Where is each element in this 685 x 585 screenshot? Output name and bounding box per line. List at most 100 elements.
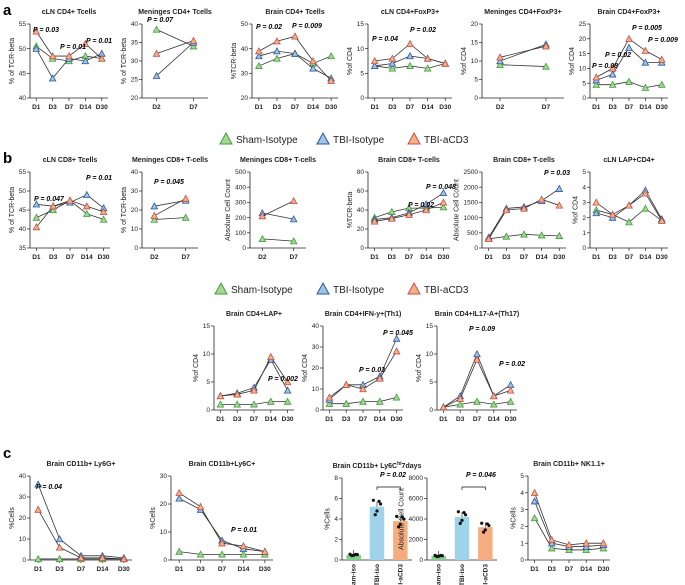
x-tick-label: D7	[77, 566, 86, 573]
y-tick-label: 0	[520, 557, 524, 564]
p-value-annotation: P = 0.009	[292, 23, 322, 30]
y-tick-label: 30	[160, 473, 168, 480]
data-point-sham	[196, 550, 205, 558]
x-tick-label: D7	[218, 566, 227, 573]
y-tick-label: 10	[426, 351, 434, 358]
x-tick-label: D3	[502, 254, 511, 261]
x-tick-label: D7	[66, 254, 75, 261]
chart-b4: Brain CD8+ T-cells 0 20 40 60 80 %TCR-beta D1 D3…	[347, 157, 456, 261]
series-line-acd3	[262, 200, 294, 217]
data-point-acd3	[218, 539, 226, 547]
data-point-iso	[608, 70, 617, 78]
data-point-sham	[49, 205, 58, 214]
data-point-sham	[555, 231, 564, 239]
data-point-acd3	[266, 352, 275, 360]
legend-marker-sham	[219, 131, 233, 145]
data-point-acd3	[530, 488, 539, 496]
data-point-sham	[406, 61, 414, 70]
chart-title: Meninges CD8+ T-cells	[132, 157, 208, 164]
replicate-dot	[435, 554, 439, 559]
y-tick-label: 60	[357, 188, 365, 195]
p-value-annotation: P = 0.02	[499, 361, 525, 368]
p-value-annotation: P = 0.047	[34, 196, 65, 203]
data-point-iso	[34, 480, 43, 488]
replicate-dot	[398, 522, 402, 526]
x-tick-label: D14	[237, 566, 249, 573]
data-point-acd3	[439, 198, 448, 206]
data-point-sham	[82, 209, 91, 217]
series-line-acd3	[156, 40, 194, 54]
y-axis-label: %of CD4	[416, 354, 423, 382]
y-axis-label: %of CD4	[347, 47, 354, 75]
chart-b6: cLN LAP+CD4+ 0 1 2 3 4 5 %of CD4 D1 D3 D7 D14 D30	[572, 157, 668, 261]
y-tick-label: 10	[471, 58, 479, 65]
p-value-annotation: P = 0.02	[256, 24, 282, 31]
p-value-annotation: P = 0.01	[86, 38, 112, 45]
y-tick-label: 10	[312, 386, 320, 393]
p-value-annotation: P = 0.045	[383, 330, 413, 337]
replicate-dot	[483, 528, 487, 532]
y-tick-label: 40	[312, 323, 320, 330]
data-point-sham	[502, 232, 511, 240]
data-point-acd3	[289, 196, 298, 204]
data-point-acd3	[608, 64, 617, 72]
data-point-acd3	[98, 553, 107, 562]
y-tick-label: 200	[235, 215, 246, 222]
data-point-acd3	[359, 384, 367, 393]
x-tick-label: D1	[175, 566, 184, 573]
data-point-acd3	[370, 56, 379, 65]
data-point-acd3	[370, 217, 379, 225]
data-point-iso	[496, 56, 504, 65]
y-tick-label: 6000	[409, 496, 424, 503]
chart-b3: Meninges CD8+ T-cells 0 100 200 300 400 500Abs…	[225, 157, 316, 261]
x-tick-label: D3	[48, 104, 57, 111]
y-tick-label: 5	[520, 473, 524, 480]
y-axis-label: Absolute Cell Count	[399, 488, 406, 550]
x-tick-label: Sham-iso	[351, 564, 358, 585]
x-tick-label: D7	[625, 104, 634, 111]
y-tick-label: 5	[582, 80, 586, 87]
y-axis-label: %TCR-beta	[347, 192, 354, 229]
y-tick-label: 15	[203, 323, 211, 330]
y-tick-label: 20	[312, 365, 320, 372]
title-suffix: 7days	[402, 463, 422, 470]
x-tick-label: D7	[359, 416, 368, 423]
x-tick-label: D14	[81, 254, 93, 261]
x-tick-label: D3	[342, 416, 351, 423]
x-tick-label: D1	[371, 104, 380, 111]
x-tick-label: D1	[592, 254, 601, 261]
y-axis-label: %of CD4	[302, 354, 309, 382]
data-point-acd3	[565, 540, 573, 548]
chart-a6: Brain CD4+FoxP3+ 0 5 10 15 20 25 %of CD4 D1 D3 D7 D…	[569, 9, 678, 111]
data-point-iso	[309, 64, 317, 72]
replicate-dot	[375, 509, 379, 513]
p-value-annotation: P = 0.03	[544, 170, 570, 177]
significance-bracket	[461, 486, 486, 490]
x-tick-label: D3	[49, 254, 58, 261]
data-point-acd3	[255, 47, 263, 55]
y-tick-label: 55	[19, 169, 27, 176]
y-axis-label: % of TCR-beta	[121, 38, 128, 84]
legend-marker-iso	[316, 281, 330, 295]
p-value-annotation: P = 0.04	[36, 484, 62, 491]
replicate-dot	[400, 515, 404, 519]
chart-title: Brain CD8+ T-cells	[493, 157, 555, 164]
data-point-acd3	[625, 201, 633, 209]
y-tick-label: 10	[203, 351, 211, 358]
x-tick-label: D2	[150, 254, 159, 261]
p-value-annotation: P = 0.02	[408, 202, 434, 209]
data-point-acd3	[484, 234, 493, 242]
replicate-dot	[377, 499, 381, 503]
p-value-annotation: P = 0.04	[372, 36, 398, 43]
x-tick-label: D3	[388, 104, 397, 111]
x-tick-label: D14	[265, 416, 277, 423]
x-tick-label: D1	[439, 416, 448, 423]
data-point-sham	[608, 80, 617, 88]
data-point-sham	[625, 77, 633, 85]
x-tick-label: D30	[656, 104, 668, 111]
y-tick-label: 55	[19, 21, 27, 28]
data-point-sham	[489, 400, 498, 408]
data-point-acd3	[216, 391, 225, 400]
x-tick-label: D7	[250, 416, 259, 423]
x-tick-label: D14	[307, 104, 319, 111]
